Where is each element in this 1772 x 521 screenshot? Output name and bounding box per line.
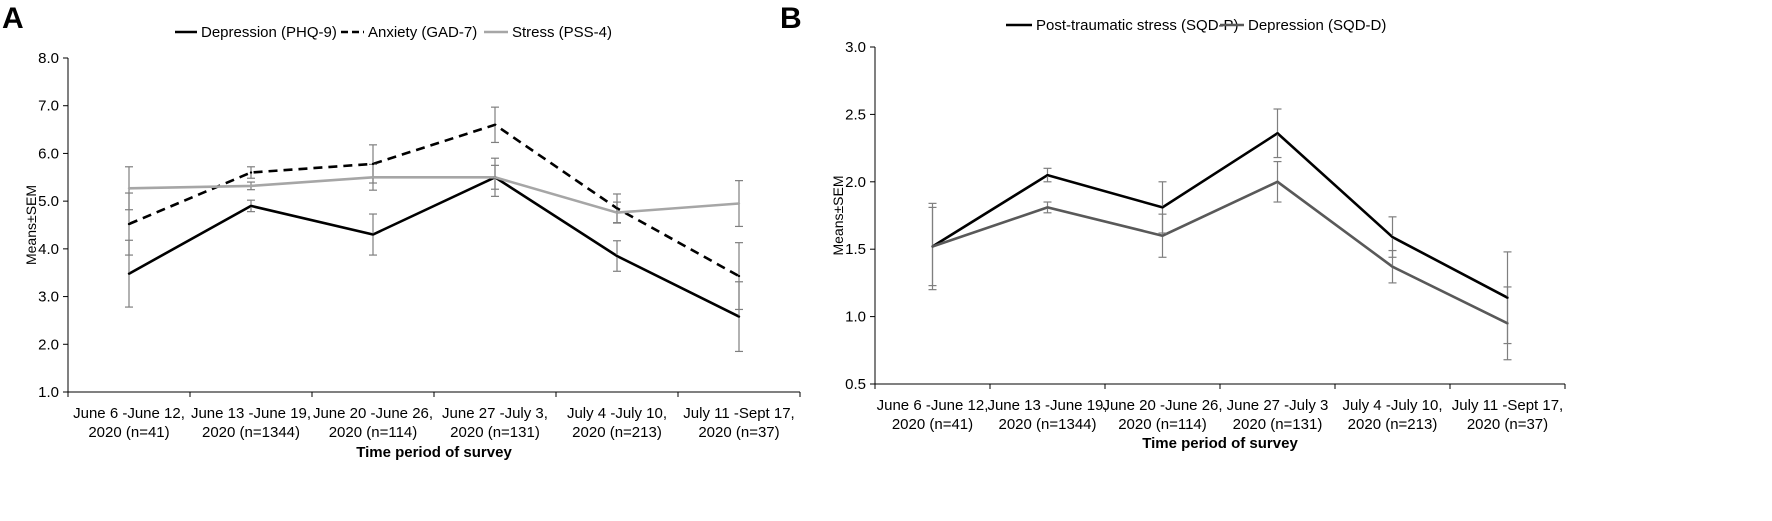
y-tick-label: 7.0 [38,98,59,115]
series-line-1 [931,131,1509,299]
panel-letter: A [2,2,24,35]
x-category-label-line: 2020 (n=1344) [202,424,300,441]
x-axis-title: Time period of survey [1142,435,1298,452]
x-category-label-line: June 20 -June 26, [1102,397,1222,414]
legend-entry: Stress (PSS-4) [512,24,612,41]
x-category-label: June 13 -June 19, 2020 (n=1344) [191,405,311,441]
y-axis-title: Means±SEM [23,185,39,265]
x-category-label-line: June 6 -June 12, [877,397,989,414]
x-category-label: June 20 -June 26, 2020 (n=114) [313,405,433,441]
data-point [1046,206,1049,209]
data-point [1161,206,1164,209]
data-point [1276,132,1279,135]
series-line-3 [128,176,740,214]
y-tick-label: 4.0 [38,241,59,258]
x-category-label-line: 2020 (n=131) [450,424,540,441]
legend: Post-traumatic stress (SQD-P) Depression … [1006,17,1386,34]
legend-entry: Depression (PHQ-9) [201,24,337,41]
series-line-1 [128,175,740,318]
data-point [493,123,497,127]
x-category-label-line: July 4 -July 10, [1342,397,1442,414]
x-category-label-line: 2020 (n=114) [329,424,418,441]
data-point [1506,296,1509,299]
y-tick-label: 5.0 [38,193,59,210]
x-axis-title: Time period of survey [356,444,512,461]
legend: Depression (PHQ-9) Anxiety (GAD-7) Stress … [175,24,612,41]
data-point [371,176,375,179]
data-point [615,254,619,258]
x-category-label: July 11 -Sept 17, 2020 (n=37) [683,405,794,441]
x-category-label: June 20 -June 26, 2020 (n=114) [1102,397,1222,433]
data-point [371,162,375,166]
data-point [249,204,253,208]
y-tick-label: 1.0 [845,309,866,326]
data-point [1046,173,1049,177]
x-category-label: June 6 -June 12, 2020 (n=41) [877,397,989,433]
y-tick-label: 3.0 [38,289,59,306]
legend-entry: Depression (SQD-D) [1248,17,1386,34]
x-category-label: July 11 -Sept 17, 2020 (n=37) [1452,397,1563,433]
legend-entry: Post-traumatic stress (SQD-P) [1036,17,1239,34]
data-point [737,202,741,205]
x-category-label-line: June 20 -June 26, [313,405,433,422]
x-category-label-line: June 13 -June 19, [191,405,311,422]
data-point [127,187,131,190]
data-point [493,176,497,179]
x-category-label-line: June 27 -July 3, [442,405,548,422]
x-category-label: June 27 -July 3, 2020 (n=131) [442,405,548,441]
data-point [127,222,131,226]
data-point [127,272,131,275]
x-category-label-line: 2020 (n=213) [572,424,662,441]
x-category-label: July 4 -July 10, 2020 (n=213) [1342,397,1442,433]
series-line-2 [128,123,740,278]
x-category-label-line: 2020 (n=131) [1233,416,1323,433]
x-category-label-line: 2020 (n=114) [1118,416,1207,433]
chart-panel-A: A 1.0 2.0 3.0 4.0 5.0 6.0 7.0 8.0 June 6 -June 12… [2,2,801,461]
x-category-label: June 27 -July 3 2020 (n=131) [1227,397,1329,433]
x-category-label: June 6 -June 12, 2020 (n=41) [73,405,185,441]
data-point [1391,235,1394,239]
series-line-2 [932,180,1509,325]
y-tick-label: 1.5 [845,241,866,258]
x-category-label: July 4 -July 10, 2020 (n=213) [567,405,667,441]
data-point [615,207,619,210]
data-point [1506,322,1509,325]
x-category-label-line: June 27 -July 3 [1227,397,1329,414]
y-tick-label: 3.0 [845,39,866,56]
data-point [1276,180,1279,183]
y-tick-label: 6.0 [38,145,59,162]
panel-letter: B [780,2,802,35]
x-category-label-line: 2020 (n=41) [88,424,169,441]
data-point [1391,265,1394,268]
chart-panel-B: B 0.5 1.0 1.5 2.0 2.5 3.0 June 6 -June 12, 2020 … [780,2,1566,452]
data-point [737,315,741,318]
data-point [1161,234,1164,237]
x-category-label-line: 2020 (n=37) [1467,416,1548,433]
x-category-label-line: June 6 -June 12, [73,405,185,422]
y-axis-title: Means±SEM [830,175,846,255]
legend-entry: Anxiety (GAD-7) [368,24,477,41]
x-category-label-line: 2020 (n=41) [892,416,973,433]
data-point [737,274,741,278]
x-category-label-line: July 11 -Sept 17, [1452,397,1563,414]
data-point [615,211,619,214]
data-point [249,171,253,174]
y-tick-label: 8.0 [38,50,59,67]
data-point [249,184,253,188]
y-tick-label: 0.5 [845,376,866,393]
x-category-label-line: 2020 (n=1344) [999,416,1097,433]
data-point [371,233,375,236]
y-tick-label: 2.5 [845,106,866,123]
y-tick-label: 1.0 [38,384,59,401]
x-category-label-line: July 11 -Sept 17, [683,405,794,422]
y-tick-label: 2.0 [38,336,59,353]
x-category-label-line: June 13 -June 19, [987,397,1107,414]
y-tick-label: 2.0 [845,174,866,191]
x-category-label-line: July 4 -July 10, [567,405,667,422]
x-category-label-line: 2020 (n=213) [1348,416,1438,433]
x-category-label: June 13 -June 19, 2020 (n=1344) [987,397,1107,433]
data-point [931,245,934,248]
x-category-label-line: 2020 (n=37) [698,424,779,441]
